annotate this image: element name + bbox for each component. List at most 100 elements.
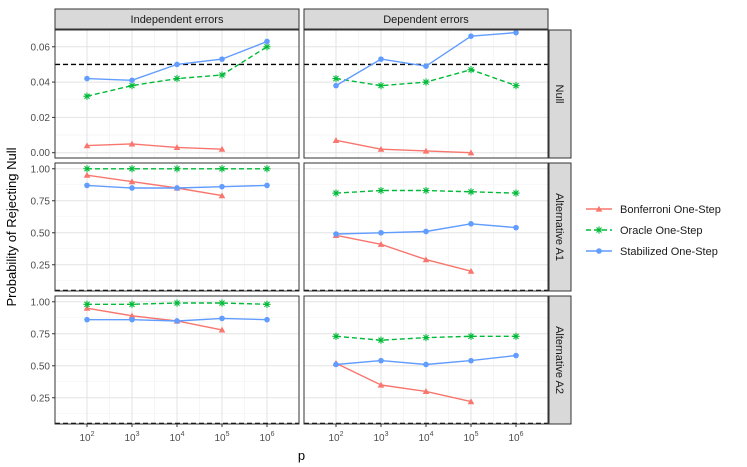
- data-point: [174, 61, 180, 68]
- row-strip-label: Alternative A2: [553, 326, 565, 394]
- x-tick-label: 105: [214, 431, 229, 444]
- series-line: [86, 307, 223, 331]
- data-point: [128, 140, 136, 147]
- y-tick-label: 0.25: [31, 393, 51, 404]
- row-strip-background: [548, 29, 572, 159]
- data-point: [174, 185, 180, 191]
- x-tick-label: 104: [169, 431, 184, 444]
- data-point: [596, 248, 602, 254]
- series-line: [335, 234, 472, 272]
- x-tick-label: 102: [79, 431, 94, 444]
- series-line: [335, 139, 472, 154]
- data-point: [333, 82, 339, 89]
- x-tick-label: 104: [418, 431, 433, 444]
- data-point: [422, 78, 430, 86]
- data-point: [422, 388, 430, 394]
- data-point: [467, 332, 475, 340]
- data-point: [333, 231, 339, 237]
- data-point: [378, 229, 384, 236]
- row-strip-label: Alternative A1: [553, 193, 565, 261]
- data-point: [513, 29, 519, 36]
- legend-label: Bonferroni One-Step: [620, 204, 721, 216]
- data-point: [263, 300, 271, 308]
- panel-border: [303, 162, 549, 292]
- data-point: [512, 82, 520, 90]
- data-point: [219, 315, 225, 322]
- data-point: [468, 357, 474, 364]
- data-point: [377, 145, 385, 152]
- data-point: [263, 43, 271, 51]
- data-point: [173, 165, 181, 173]
- data-point: [264, 182, 270, 189]
- data-point: [84, 182, 90, 189]
- y-tick-label: 0.06: [31, 42, 51, 53]
- y-tick-label: 0.75: [31, 329, 51, 340]
- x-tick-label: 105: [463, 431, 478, 444]
- data-point: [513, 352, 519, 359]
- data-point: [423, 63, 429, 69]
- column-strip-background: [303, 8, 549, 30]
- data-point: [512, 189, 520, 197]
- x-tick-label: 106: [259, 431, 274, 444]
- series-line: [335, 362, 472, 403]
- data-point: [467, 267, 475, 274]
- column-strip-label: Dependent errors: [383, 14, 469, 26]
- data-point: [83, 142, 91, 149]
- y-tick-label: 1.00: [31, 164, 51, 175]
- y-tick-label: 0.50: [31, 361, 51, 372]
- data-point: [218, 145, 226, 152]
- y-tick-label: 0.02: [31, 113, 51, 124]
- data-point: [173, 299, 181, 307]
- data-point: [129, 185, 135, 191]
- panel-border: [54, 162, 300, 292]
- data-point: [423, 361, 429, 368]
- panel-border: [54, 29, 300, 159]
- data-point: [128, 300, 136, 308]
- y-tick-label: 1.00: [31, 297, 51, 308]
- data-point: [84, 316, 90, 323]
- data-point: [83, 300, 91, 308]
- y-tick-label: 0.04: [31, 78, 51, 89]
- row-strip-background: [548, 162, 572, 292]
- data-point: [377, 336, 385, 344]
- data-point: [377, 240, 385, 247]
- data-point: [512, 332, 520, 340]
- data-point: [422, 186, 430, 195]
- data-point: [332, 137, 340, 143]
- data-point: [218, 71, 226, 79]
- data-point: [128, 312, 136, 319]
- column-strip-background: [54, 8, 300, 30]
- data-point: [128, 165, 136, 173]
- data-point: [128, 178, 136, 185]
- data-point: [173, 144, 181, 151]
- row-strip-background: [548, 295, 572, 425]
- y-tick-label: 0.75: [31, 196, 51, 207]
- data-point: [129, 77, 135, 84]
- x-axis-title: p: [298, 448, 305, 463]
- panel-border: [303, 29, 549, 159]
- data-point: [467, 188, 475, 196]
- data-point: [218, 192, 226, 199]
- data-point: [83, 171, 91, 178]
- data-point: [264, 316, 270, 323]
- x-tick-label: 103: [373, 431, 388, 444]
- data-point: [83, 92, 91, 100]
- legend-label: Stabilized One-Step: [620, 246, 718, 258]
- data-point: [467, 398, 475, 405]
- data-point: [377, 186, 385, 195]
- data-point: [467, 149, 475, 156]
- y-axis-title: Probability of Rejecting Null: [4, 147, 19, 306]
- data-point: [422, 256, 430, 263]
- legend-label: Oracle One-Step: [620, 225, 703, 237]
- data-point: [513, 224, 519, 231]
- data-point: [333, 361, 339, 368]
- data-point: [263, 165, 271, 173]
- data-point: [467, 66, 475, 74]
- y-tick-label: 0.00: [31, 148, 51, 159]
- data-point: [377, 381, 385, 388]
- data-point: [173, 74, 181, 83]
- data-point: [422, 147, 430, 154]
- data-point: [378, 56, 384, 62]
- data-point: [219, 183, 225, 190]
- data-point: [219, 56, 225, 62]
